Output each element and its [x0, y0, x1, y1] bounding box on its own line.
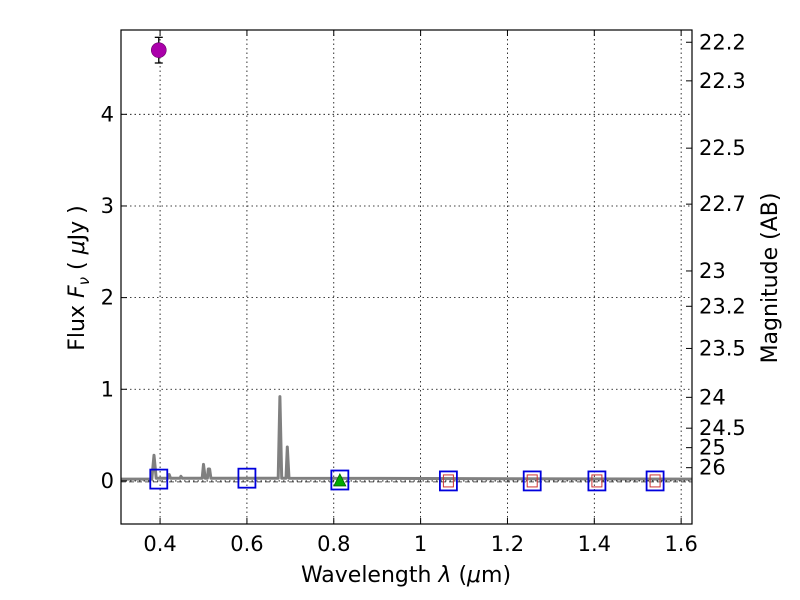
x-tick-label: 0.8 [317, 532, 350, 556]
y-axis-label-unit-open: ( [65, 254, 90, 277]
y2-tick-label: 24.5 [699, 416, 746, 440]
x-axis-label-unit-mu: μ [466, 563, 481, 588]
y-tick-label: 1 [101, 377, 114, 401]
y2-tick-label: 23.5 [699, 336, 746, 360]
y-axis-label-subscript: ν [75, 277, 93, 285]
photometry-limit-square [649, 474, 661, 488]
y2-tick-label: 26 [699, 456, 726, 480]
secondary-y-axis-label: Magnitude (AB) [758, 193, 783, 364]
photometry-limit-square [526, 474, 538, 488]
photometry-limit-square [442, 474, 454, 488]
y-axis-label: Flux Fν ( μJy ) [65, 205, 93, 350]
model-photometry-square [237, 467, 257, 489]
y2-tick-label: 22.3 [699, 69, 746, 93]
photometry-limit-square [591, 474, 603, 488]
axes: 0.4 0.6 0.8 1 1.2 1.4 1.60123422.222.322.522.7… [101, 30, 746, 556]
model-photometry-square [149, 468, 169, 490]
plot-frame [120, 29, 693, 525]
x-axis-label: Wavelength λ (μm) [301, 563, 511, 588]
model-photometry-square [330, 469, 350, 491]
x-tick-label: 1 [414, 532, 427, 556]
y-axis-label-symbol: F [65, 285, 90, 298]
x-axis-label-unit-rest: m) [481, 563, 511, 588]
y-axis-label-unit-mu: μ [65, 240, 90, 255]
model-photometry-square [439, 470, 458, 492]
y2-tick-label: 22.7 [699, 192, 746, 216]
model-photometry-square [645, 470, 665, 492]
y2-tick-label: 24 [699, 385, 726, 409]
y2-tick-label: 22.2 [699, 30, 746, 54]
plot-series [121, 36, 693, 492]
observed-flux-point [150, 42, 167, 58]
x-tick-label: 0.6 [230, 532, 263, 556]
y2-tick-label: 23 [699, 259, 726, 283]
x-tick-label: 1.6 [664, 532, 697, 556]
x-tick-label: 1.4 [578, 532, 611, 556]
y-tick-label: 0 [101, 469, 114, 493]
y2-tick-label: 25 [699, 436, 726, 460]
detection-triangle [333, 473, 347, 487]
x-axis-label-symbol: λ [437, 563, 451, 588]
y2-tick-label: 23.2 [699, 294, 746, 318]
y-tick-label: 3 [101, 194, 114, 218]
y-tick-label: 4 [101, 102, 114, 126]
y-tick-label: 2 [101, 286, 114, 310]
x-tick-label: 1.2 [491, 532, 524, 556]
y-axis-label-prefix: Flux [65, 298, 90, 351]
grid-lines [121, 30, 692, 524]
y-axis-label-unit-rest: Jy ) [65, 205, 90, 242]
model-photometry-square [522, 470, 542, 492]
x-axis-label-prefix: Wavelength [301, 563, 439, 588]
spectrum-line [121, 395, 693, 481]
x-tick-label: 0.4 [143, 532, 176, 556]
model-photometry-square [587, 470, 607, 492]
y2-tick-label: 22.5 [699, 136, 746, 160]
x-axis-label-unit-open: ( [451, 563, 467, 588]
